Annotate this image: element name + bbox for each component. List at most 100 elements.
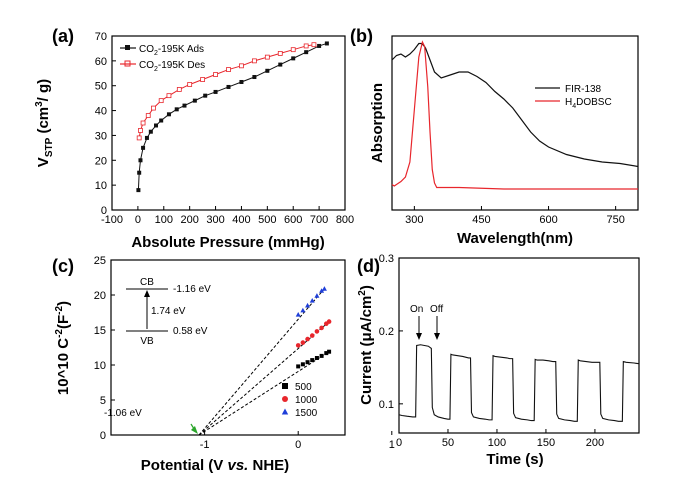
data-point-500 bbox=[324, 351, 329, 356]
legend-marker-ads bbox=[125, 45, 130, 50]
panel-b-legend: FIR-138 H4DOBSC bbox=[535, 84, 612, 110]
data-point-ads bbox=[138, 158, 143, 163]
data-point-des bbox=[303, 43, 309, 49]
band-diagram: CB VB -1.16 eV 0.58 eV 1.74 eV bbox=[126, 277, 211, 347]
y-tick-label: 0.3 bbox=[379, 253, 394, 265]
legend-label-fir: FIR-138 bbox=[565, 84, 602, 95]
data-point-500 bbox=[305, 360, 310, 365]
panel-a-ylabel: VSTP (cm3/ g) bbox=[34, 79, 55, 167]
gap-arrow-head bbox=[144, 290, 150, 297]
extrapolation-line bbox=[198, 288, 325, 436]
data-point-ads bbox=[159, 118, 164, 123]
data-point-1000 bbox=[309, 333, 315, 338]
panel-b-label: (b) bbox=[350, 26, 373, 46]
data-point-des bbox=[311, 42, 317, 48]
data-point-ads bbox=[182, 103, 187, 108]
vb-value: 0.58 eV bbox=[173, 326, 208, 337]
intercept-arrow-head bbox=[190, 426, 198, 434]
data-point-1000 bbox=[319, 325, 324, 331]
panel-d: (d) 0 50 100 150 200 0.1 0.2 0.3 Time (s) Curre… bbox=[357, 253, 640, 468]
data-point-des bbox=[251, 58, 257, 64]
data-point-ads bbox=[203, 93, 208, 98]
data-point-ads bbox=[252, 75, 257, 80]
y-tick-label: 20 bbox=[95, 155, 107, 167]
data-point-1500 bbox=[314, 293, 320, 298]
data-point-1000 bbox=[305, 336, 310, 342]
data-point-des bbox=[151, 105, 156, 111]
y-tick-label: 5 bbox=[100, 395, 106, 407]
extrapolation-line bbox=[198, 321, 330, 436]
gap-value: 1.74 eV bbox=[151, 306, 186, 317]
x-tick-label: 400 bbox=[232, 214, 250, 226]
panel-b-xlabel: Wavelength(nm) bbox=[457, 230, 573, 247]
legend-label-des: CO2-195K Des bbox=[139, 60, 205, 73]
data-point-ads bbox=[174, 107, 179, 112]
y-tick-label: 40 bbox=[95, 106, 107, 118]
off-arrow-head bbox=[434, 333, 440, 340]
series-line-fir bbox=[391, 42, 639, 168]
data-point-1500 bbox=[295, 312, 301, 317]
data-point-ads bbox=[226, 84, 231, 89]
panel-a: (a) -100 0 100 200 300 400 500 600 700 8000102030… bbox=[34, 26, 354, 251]
y-tick-label: 0.1 bbox=[379, 399, 394, 411]
data-point-ads bbox=[304, 50, 309, 55]
y-tick-label: 10 bbox=[95, 180, 107, 192]
data-point-500 bbox=[296, 364, 301, 369]
legend-marker-1000 bbox=[282, 396, 288, 402]
x-tick-label: 1 bbox=[389, 439, 395, 451]
panel-d-frame bbox=[398, 257, 640, 434]
legend-label-500: 500 bbox=[295, 382, 312, 393]
x-tick-label: 100 bbox=[488, 437, 506, 449]
legend-marker-des bbox=[124, 60, 131, 67]
y-tick-label: 25 bbox=[94, 255, 106, 267]
data-point-1500 bbox=[300, 307, 306, 313]
panel-c-frame bbox=[110, 259, 346, 436]
data-point-ads bbox=[144, 135, 149, 140]
legend-label-ads: CO2-195K Ads bbox=[139, 44, 204, 57]
data-point-des bbox=[145, 113, 151, 118]
x-tick-label: 0 bbox=[135, 214, 141, 226]
panel-b-ylabel: Absorption bbox=[369, 83, 386, 163]
data-point-1500 bbox=[321, 286, 327, 291]
data-point-des bbox=[264, 54, 270, 60]
y-tick-label: 70 bbox=[95, 31, 107, 43]
panel-a-xlabel: Absolute Pressure (mmHg) bbox=[131, 234, 324, 251]
data-point-des bbox=[138, 128, 143, 133]
series-line-ligand bbox=[391, 40, 638, 190]
data-point-500 bbox=[327, 349, 332, 354]
data-point-ads bbox=[291, 56, 296, 61]
data-point-ads bbox=[154, 123, 159, 128]
data-point-des bbox=[239, 63, 244, 69]
x-tick-label: 600 bbox=[284, 214, 302, 226]
data-point-des bbox=[213, 72, 218, 77]
y-tick-label: 0 bbox=[101, 205, 107, 217]
x-tick-label: 300 bbox=[405, 214, 423, 226]
y-tick-label: 0 bbox=[100, 430, 106, 442]
panel-d-xlabel: Time (s) bbox=[486, 451, 543, 468]
legend-label-ligand: H4DOBSC bbox=[565, 97, 612, 110]
data-point-1000 bbox=[295, 343, 301, 348]
on-arrow-head bbox=[416, 333, 422, 340]
data-point-1000 bbox=[326, 319, 332, 324]
data-point-des bbox=[290, 47, 296, 53]
data-point-500 bbox=[310, 358, 315, 363]
intercept-label: -1.06 eV bbox=[104, 408, 142, 419]
on-off-annotations: On Off bbox=[410, 304, 443, 340]
x-tick-label: 150 bbox=[537, 437, 555, 449]
cb-label: CB bbox=[140, 277, 154, 288]
data-point-ads bbox=[265, 68, 270, 73]
panel-b-frame bbox=[391, 35, 639, 211]
x-tick-label: 800 bbox=[336, 214, 354, 226]
data-point-ads bbox=[192, 98, 197, 103]
x-tick-label: 500 bbox=[258, 214, 276, 226]
y-tick-label: 20 bbox=[94, 290, 106, 302]
data-point-ads bbox=[239, 79, 244, 84]
series-line-des bbox=[138, 44, 315, 138]
x-tick-label: 0 bbox=[396, 437, 402, 449]
on-label: On bbox=[410, 304, 423, 315]
data-point-ads bbox=[213, 89, 218, 94]
y-tick-label: 0.2 bbox=[379, 326, 394, 338]
x-tick-label: 200 bbox=[180, 214, 198, 226]
